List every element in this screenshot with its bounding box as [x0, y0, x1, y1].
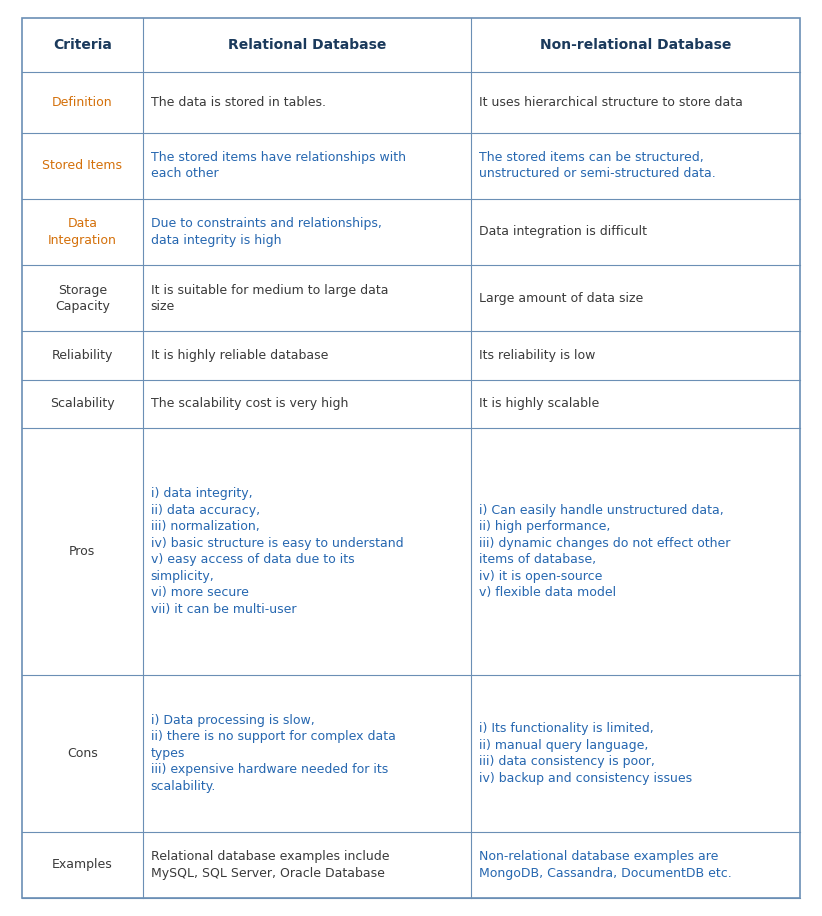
Text: Large amount of data size: Large amount of data size	[479, 292, 643, 305]
Text: i) data integrity,
ii) data accuracy,
iii) normalization,
iv) basic structure is: i) data integrity, ii) data accuracy, ii…	[150, 487, 404, 616]
Text: Examples: Examples	[52, 858, 113, 871]
Text: Non-relational database examples are
MongoDB, Cassandra, DocumentDB etc.: Non-relational database examples are Mon…	[479, 850, 732, 879]
Text: Cons: Cons	[67, 747, 98, 760]
Text: The data is stored in tables.: The data is stored in tables.	[150, 96, 326, 109]
Text: i) Data processing is slow,
ii) there is no support for complex data
types
iii) : i) Data processing is slow, ii) there is…	[150, 714, 395, 793]
Text: It uses hierarchical structure to store data: It uses hierarchical structure to store …	[479, 96, 743, 109]
Text: Relational Database: Relational Database	[228, 38, 386, 52]
Text: Criteria: Criteria	[53, 38, 112, 52]
Text: It is highly scalable: It is highly scalable	[479, 398, 599, 410]
Text: Data integration is difficult: Data integration is difficult	[479, 225, 647, 238]
Text: Stored Items: Stored Items	[42, 159, 122, 172]
Text: The stored items have relationships with
each other: The stored items have relationships with…	[150, 151, 405, 180]
Text: The scalability cost is very high: The scalability cost is very high	[150, 398, 348, 410]
Text: It is suitable for medium to large data
size: It is suitable for medium to large data …	[150, 284, 388, 313]
Text: Relational database examples include
MySQL, SQL Server, Oracle Database: Relational database examples include MyS…	[150, 850, 389, 879]
Text: Scalability: Scalability	[50, 398, 114, 410]
Text: i) Its functionality is limited,
ii) manual query language,
iii) data consistenc: i) Its functionality is limited, ii) man…	[479, 722, 692, 785]
Text: Non-relational Database: Non-relational Database	[540, 38, 731, 52]
Text: Storage
Capacity: Storage Capacity	[55, 284, 109, 313]
Text: Pros: Pros	[69, 545, 95, 558]
Text: i) Can easily handle unstructured data,
ii) high performance,
iii) dynamic chang: i) Can easily handle unstructured data, …	[479, 504, 730, 599]
Text: Reliability: Reliability	[52, 349, 113, 362]
Text: Data
Integration: Data Integration	[48, 217, 117, 246]
Text: It is highly reliable database: It is highly reliable database	[150, 349, 328, 362]
Text: Due to constraints and relationships,
data integrity is high: Due to constraints and relationships, da…	[150, 217, 381, 246]
Text: Definition: Definition	[52, 96, 113, 109]
Text: The stored items can be structured,
unstructured or semi-structured data.: The stored items can be structured, unst…	[479, 151, 716, 180]
Text: Its reliability is low: Its reliability is low	[479, 349, 595, 362]
